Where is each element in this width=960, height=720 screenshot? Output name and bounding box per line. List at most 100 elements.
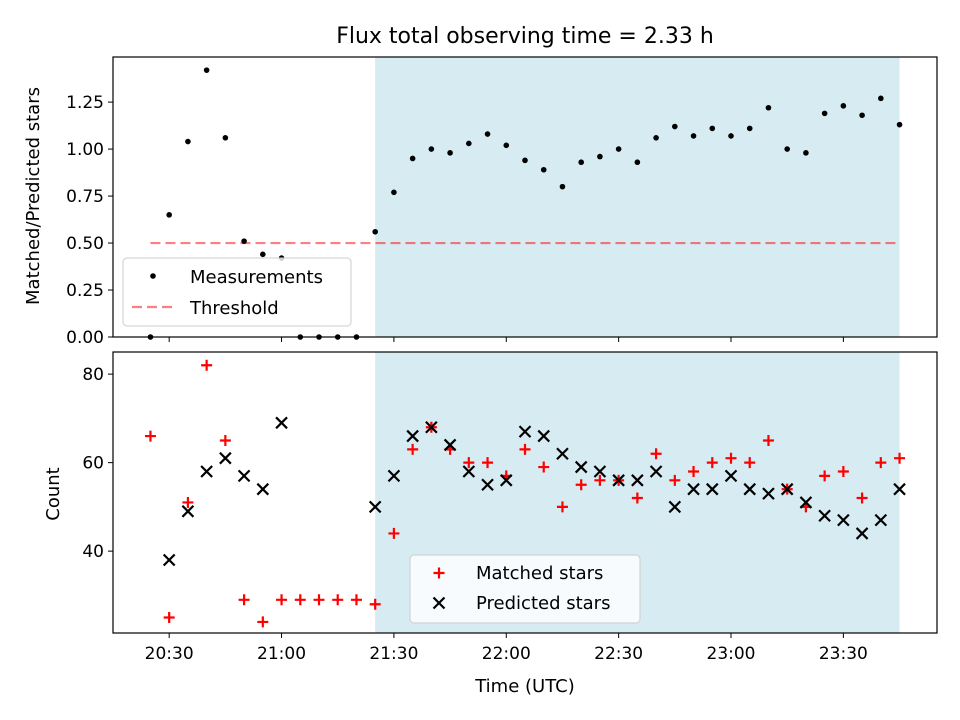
y-tick-label: 0.75 [66,187,104,207]
measurement-point [222,135,229,141]
measurement-point [466,140,472,147]
measurement-point [746,125,753,132]
matched-stars-point [762,435,774,447]
measurement-point [372,228,378,235]
matched-stars-point [482,457,494,469]
matched-stars-point [650,448,662,460]
predicted-stars-point [762,487,775,500]
matched-stars-point [744,457,756,469]
legend-label: Measurements [190,267,323,288]
matched-stars-point [332,594,344,606]
measurement-point [709,125,716,132]
measurement-point [522,157,528,164]
predicted-stars-point [837,513,850,527]
predicted-stars-point [237,469,251,483]
bottom-plot-frame [112,351,938,634]
predicted-stars-point [593,465,607,478]
measurement-point [447,150,453,156]
matched-stars-point [407,443,419,455]
measurement-point [728,133,734,139]
measurement-point [765,104,772,111]
measurement-point [878,95,884,102]
predicted-stars-point [649,465,663,478]
matched-stars-point [350,594,362,606]
top-x-ticks [168,337,844,342]
measurement-point [821,110,828,117]
legend-box [409,554,641,624]
x-tick-label: 22:30 [594,644,643,664]
x-axis-label: Time (UTC) [474,676,575,697]
x-tick-label: 22:00 [482,644,531,664]
top-y-axis-label: Matched/Predicted stars [23,87,44,305]
measurement-point [896,121,903,128]
predicted-stars-point [462,465,476,478]
measurement-point [503,142,510,149]
measurement-point [784,146,790,152]
y-tick-label: 60 [82,454,104,474]
matched-stars-point [388,527,400,539]
legend-marker-measurements [150,273,156,279]
bottom-y-ticks: 40 60 80 [82,365,113,562]
measurement-point [409,155,416,162]
matched-stars-point [276,594,288,606]
measurement-point [597,153,603,160]
matched-stars-point [313,594,325,606]
matched-stars-point [706,457,718,469]
predicted-stars-point [631,474,644,487]
x-tick-label: 23:00 [707,644,756,664]
measurement-point [241,238,247,244]
legend-label: Threshold [189,298,279,319]
matched-stars-point [538,461,550,473]
matched-stars-point [238,594,250,606]
measurement-point [690,133,697,139]
measurement-point [653,135,659,141]
matched-stars-point [556,501,568,513]
legend-box [122,257,352,327]
legend-marker-matched [433,567,445,579]
predicted-stars-point [705,482,719,496]
predicted-stars-point [481,478,494,492]
measurement-point [840,103,847,109]
matched-stars-point [201,359,213,371]
matched-stars-point [182,496,194,508]
matched-stars-point [856,492,868,504]
predicted-stars-point [724,469,738,483]
y-tick-label: 1.00 [66,140,104,160]
matched-stars-point [725,452,737,464]
x-tick-label: 23:30 [819,644,868,664]
matched-stars-point [219,435,231,447]
star-counts-layer [144,359,906,628]
matched-stars-point [144,430,156,442]
predicted-stars-point [200,465,213,478]
predicted-stars-point [743,482,757,496]
matched-stars-point [575,479,587,491]
predicted-stars-point [368,500,382,514]
predicted-stars-point [687,482,700,496]
predicted-stars-point [780,482,794,496]
predicted-stars-point [275,416,288,430]
legend-marker-predicted [432,596,446,610]
measurement-point [615,146,622,152]
predicted-stars-point [219,451,232,465]
matched-stars-point [688,465,700,477]
predicted-stars-point [612,474,625,487]
measurement-point [428,146,435,152]
chart-title: Flux total observing time = 2.33 h [336,24,714,49]
legend-label: Matched stars [476,563,603,584]
predicted-stars-point [443,438,457,452]
y-tick-label: 0.25 [66,281,104,301]
matched-stars-point [894,452,906,464]
predicted-stars-point [406,429,419,443]
matched-stars-point [837,465,849,477]
measurement-point [166,212,172,218]
y-tick-label: 40 [82,542,104,562]
matched-stars-point [257,616,269,628]
measurement-point [634,159,641,166]
predicted-stars-point [668,500,682,514]
predicted-stars-point [893,482,906,496]
predicted-stars-point [556,447,569,461]
legend-label: Predicted stars [476,593,610,614]
measurement-point [391,189,397,196]
predicted-stars-point [387,469,401,483]
predicted-stars-point [425,420,438,434]
